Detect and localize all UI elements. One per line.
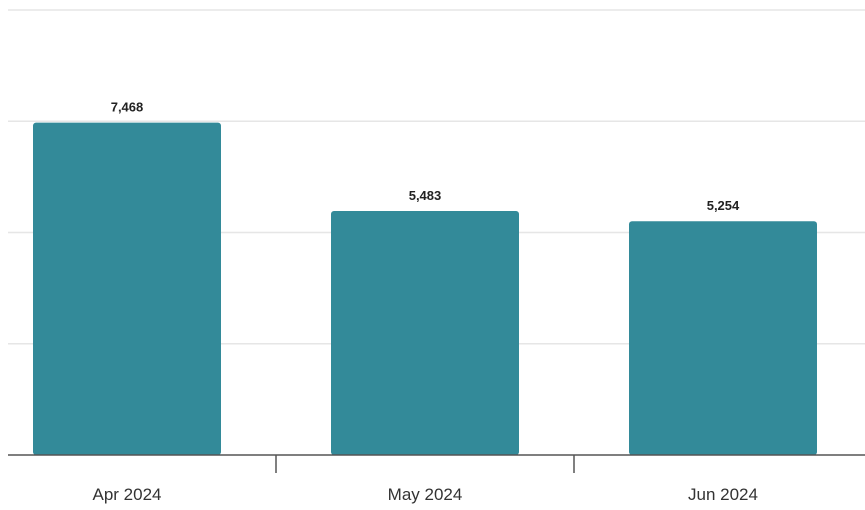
- x-tick-label: Apr 2024: [93, 485, 162, 504]
- data-label: 7,468: [111, 100, 144, 115]
- x-tick-label: May 2024: [388, 485, 463, 504]
- data-labels: 7,468 5,483 5,254: [111, 100, 740, 214]
- bar-jun-2024: [629, 221, 817, 455]
- data-label: 5,254: [707, 198, 740, 213]
- data-label: 5,483: [409, 188, 442, 203]
- x-axis-tick-labels: Apr 2024 May 2024 Jun 2024: [93, 485, 758, 504]
- x-tick-label: Jun 2024: [688, 485, 758, 504]
- bar-may-2024: [331, 211, 519, 455]
- x-axis-ticks: [275, 455, 575, 473]
- bars: [33, 122, 817, 455]
- bar-apr-2024: [33, 122, 221, 455]
